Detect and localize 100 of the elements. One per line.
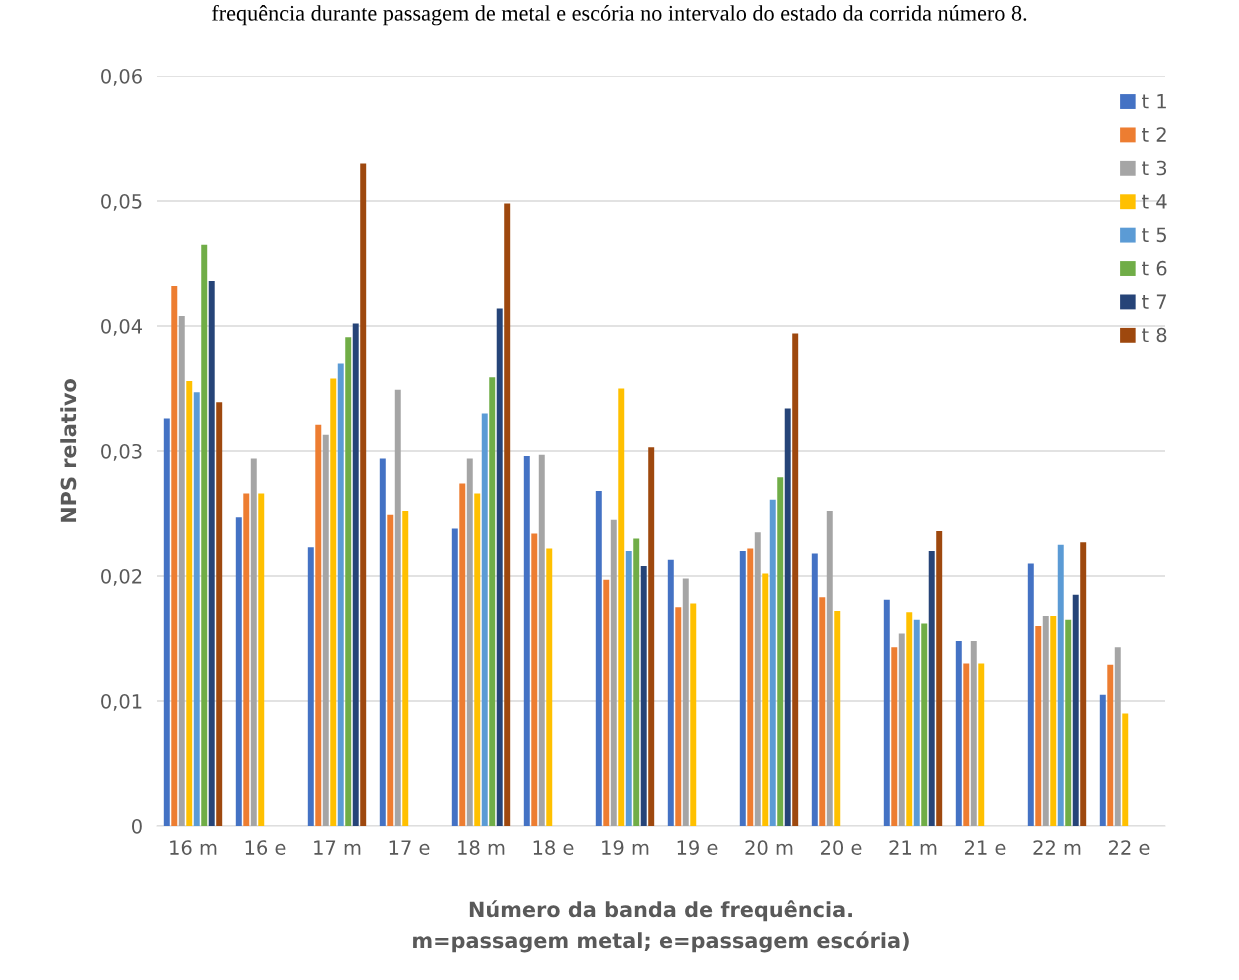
bar [603,579,610,826]
bar [379,458,386,826]
x-tick-label: 17 e [389,840,430,855]
bar [546,548,553,826]
legend-label: t 6 [1142,260,1167,276]
bar [402,511,409,826]
bar [171,286,178,826]
bar [1114,647,1121,826]
bar [1122,713,1129,826]
legend-label: t 7 [1142,294,1166,309]
bar [322,434,329,826]
bar [307,547,314,826]
legend-label: t 5 [1142,227,1166,243]
x-tick-label: 16 m [170,840,217,855]
bar [394,389,401,826]
bar [675,607,682,826]
x-tick-label: 18 m [458,840,505,855]
bar [595,491,602,826]
bar [633,538,640,826]
bar [474,493,481,826]
bar [330,378,337,826]
bar [1107,664,1114,826]
x-tick-label: 20 m [745,840,793,855]
bar [682,578,689,826]
x-tick-label: 19 m [602,840,649,855]
bar [777,477,784,826]
bar [928,551,935,826]
bar [834,611,841,826]
bar [826,511,833,826]
x-tick-label: 20 e [820,840,862,855]
bar [216,402,223,826]
bar [1057,544,1064,826]
bar [1065,619,1072,826]
legend-label: t 4 [1142,194,1167,209]
y-tick-label: 0,01 [101,693,142,711]
bar [459,483,466,826]
bar [921,623,928,826]
y-tick-label: 0,04 [101,318,143,336]
bar [481,413,488,826]
y-tick-label: 0,03 [101,443,142,461]
y-tick-label: 0,06 [101,68,142,86]
bar [667,559,674,826]
bar [504,203,511,826]
x-tick-label: 21 e [964,840,1006,855]
bar [970,641,977,826]
bar [610,519,617,826]
bar [360,163,367,826]
bar [906,612,913,826]
bar [178,316,185,826]
bar [891,647,898,826]
bar [898,633,905,826]
bar [1080,542,1087,826]
bar [1027,563,1034,826]
bar [208,281,215,826]
x-tick-label: 16 e [245,840,286,855]
bar [792,333,799,826]
bar [451,528,458,826]
bar [186,381,193,826]
bar [387,514,394,826]
bar [769,499,776,826]
bar [754,532,761,826]
bar [345,337,352,826]
bar [648,447,655,826]
x-tick-label: 19 e [677,840,718,855]
bar [936,531,943,826]
bar [193,392,200,826]
bar [201,244,208,826]
x-tick-label: 17 m [314,840,361,855]
bar [1072,594,1079,826]
bar [523,456,530,826]
y-tick-label: 0,02 [101,568,142,586]
bar [963,663,970,826]
y-tick-label: 0 [132,818,142,834]
x-tick-label: 21 m [889,840,937,855]
x-tick-label: 22 m [1033,840,1081,855]
bar [163,418,170,826]
bar [489,377,496,826]
bar [258,493,265,826]
bar [531,533,538,826]
bar [1042,616,1049,826]
bar [618,388,625,826]
bar [883,599,890,826]
bar [625,551,632,826]
bar [315,424,322,826]
legend-label: t 3 [1142,160,1167,176]
x-tick-label: 18 e [533,840,574,855]
legend-label: t 8 [1142,327,1167,343]
bar [250,458,257,826]
bar [352,323,359,826]
bar [819,597,826,826]
bar [978,663,985,826]
bar [466,458,473,826]
y-tick-label: 0,05 [101,193,142,211]
bar [811,553,818,826]
bar [538,454,545,826]
bar [243,493,250,826]
y-axis-title: NPS relativo [60,379,77,522]
bar [955,641,962,826]
x-axis-title: Número da banda de frequência. m=passagem metal; e=passagem escória) [413,900,909,953]
bar [337,363,344,826]
